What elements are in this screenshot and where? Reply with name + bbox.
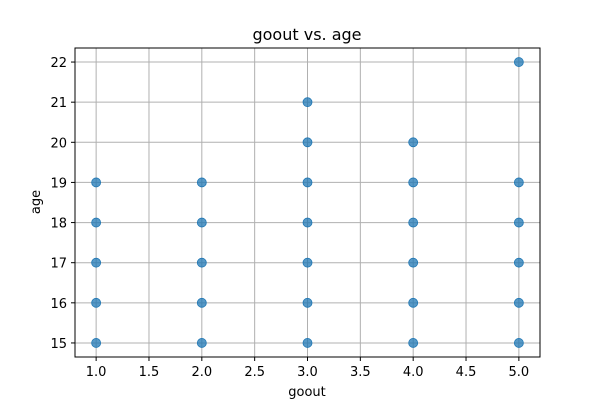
- scatter-point: [91, 177, 102, 188]
- chart-title: goout vs. age: [252, 25, 361, 44]
- scatter-point: [408, 217, 419, 228]
- y-tick-label: 19: [50, 176, 67, 191]
- scatter-point: [513, 177, 524, 188]
- y-axis-label: age: [29, 190, 44, 214]
- scatter-point: [408, 257, 419, 268]
- scatter-point: [302, 257, 313, 268]
- x-tick-label: 5.0: [509, 365, 530, 380]
- scatter-point: [196, 297, 207, 308]
- y-tick-label: 17: [50, 257, 67, 272]
- x-tick-label: 1.0: [86, 365, 107, 380]
- scatter-point: [196, 177, 207, 188]
- scatter-point: [91, 257, 102, 268]
- ticks-layer: 1.0 1.5 2.0 2.5 3.0 3.5 4.0 4.5 5.0 15 16 17 18 19 20 2…: [50, 56, 529, 380]
- points-layer: [91, 57, 524, 348]
- scatter-point: [91, 338, 102, 348]
- x-tick-label: 3.5: [350, 365, 371, 380]
- scatter-point: [91, 297, 102, 308]
- scatter-point: [302, 297, 313, 308]
- scatter-point: [408, 297, 419, 308]
- y-tick-label: 22: [50, 56, 67, 71]
- scatter-point: [302, 137, 313, 148]
- scatter-point: [513, 297, 524, 308]
- x-tick-label: 2.0: [191, 365, 212, 380]
- scatter-point: [196, 257, 207, 268]
- y-tick-label: 15: [50, 337, 67, 352]
- x-tick-label: 4.0: [403, 365, 424, 380]
- x-tick-label: 1.5: [139, 365, 160, 380]
- scatter-point: [513, 257, 524, 268]
- scatter-point: [302, 97, 313, 108]
- scatter-point: [196, 338, 207, 348]
- scatter-point: [513, 217, 524, 228]
- x-axis-label: goout: [288, 385, 326, 400]
- x-tick-label: 4.5: [456, 365, 477, 380]
- scatter-point: [408, 338, 419, 348]
- scatter-point: [302, 338, 313, 348]
- scatter-point: [302, 217, 313, 228]
- scatter-point: [196, 217, 207, 228]
- y-tick-label: 18: [50, 217, 67, 232]
- scatter-point: [408, 177, 419, 188]
- y-tick-label: 21: [50, 96, 67, 111]
- scatter-point: [408, 137, 419, 148]
- x-tick-label: 2.5: [244, 365, 265, 380]
- y-tick-label: 16: [50, 297, 67, 312]
- scatter-point: [513, 57, 524, 67]
- x-tick-label: 3.0: [297, 365, 318, 380]
- y-tick-label: 20: [50, 136, 67, 151]
- scatter-point: [513, 338, 524, 348]
- scatter-point: [91, 217, 102, 228]
- scatter-point: [302, 177, 313, 188]
